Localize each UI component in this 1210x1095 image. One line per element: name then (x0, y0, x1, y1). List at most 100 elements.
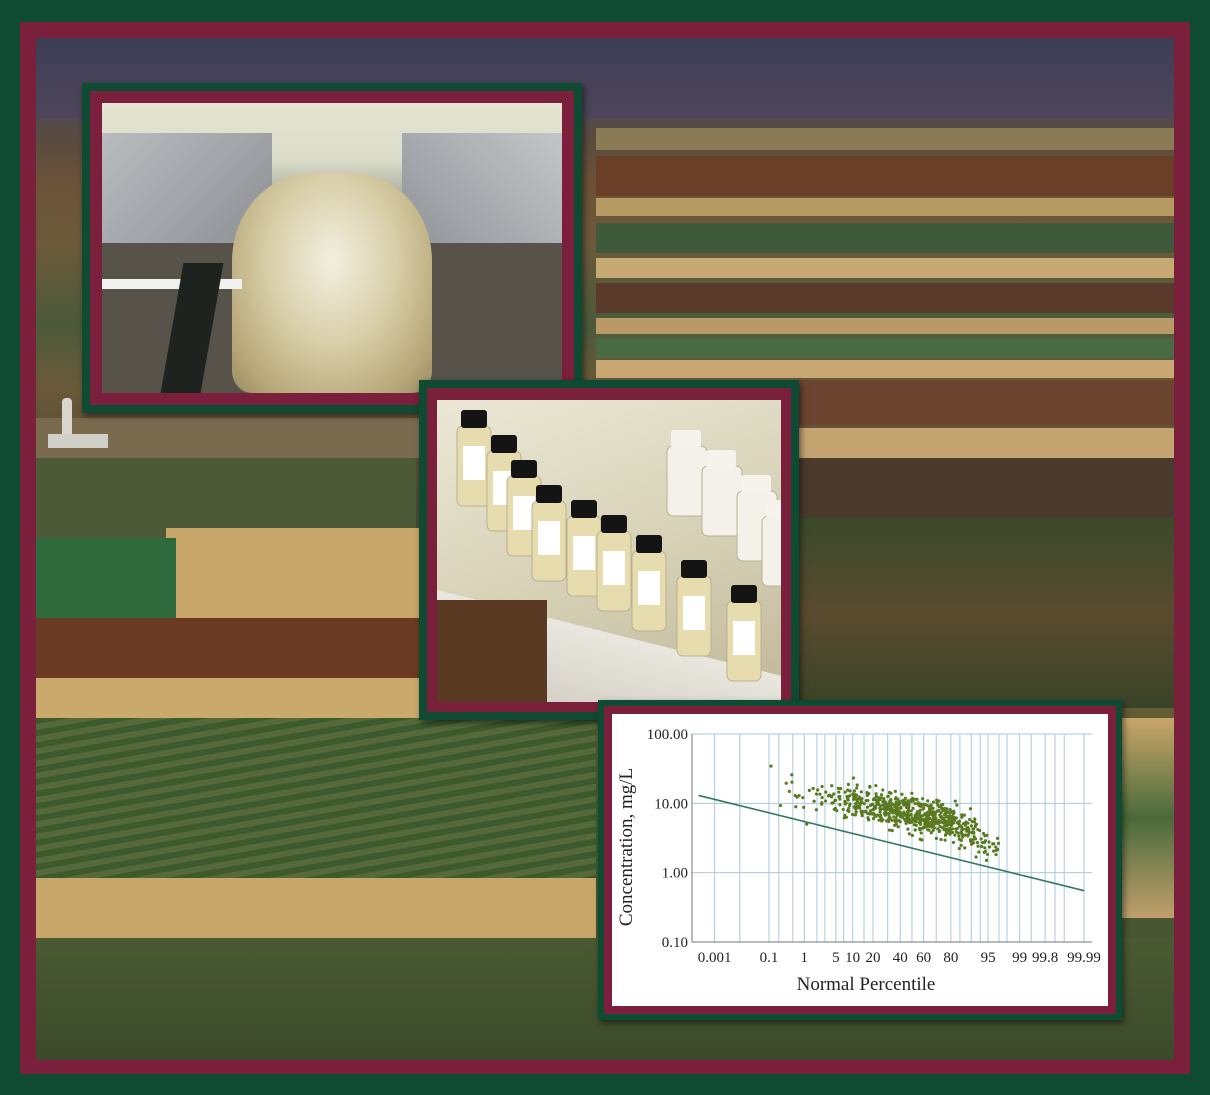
data-point (904, 805, 909, 809)
data-point (860, 797, 864, 801)
data-point (846, 788, 850, 792)
data-point (805, 822, 809, 826)
data-point (887, 815, 892, 820)
data-point (976, 844, 980, 848)
data-point (960, 828, 964, 832)
data-point (926, 799, 930, 803)
data-point (966, 821, 970, 825)
data-point (818, 792, 822, 796)
data-point (977, 850, 981, 854)
data-point (972, 820, 977, 824)
data-point (940, 817, 945, 821)
data-point (913, 801, 917, 806)
data-point (987, 840, 991, 844)
data-point (945, 821, 949, 825)
data-point (980, 844, 984, 849)
data-point (944, 813, 948, 817)
sample-bottles-photo (437, 400, 781, 702)
data-point (935, 798, 939, 802)
sample-bottle (726, 585, 762, 682)
data-point (885, 819, 889, 823)
data-point (953, 833, 957, 837)
bottle-rows (456, 410, 781, 682)
data-point (920, 814, 924, 818)
data-point (812, 799, 816, 803)
data-point (959, 843, 963, 847)
data-point (900, 799, 905, 803)
data-point (960, 815, 964, 819)
data-point (864, 809, 868, 813)
data-point (963, 846, 967, 850)
data-point (878, 804, 883, 808)
data-point (874, 794, 878, 798)
field-strip (596, 128, 1174, 150)
data-point (947, 814, 951, 818)
data-point (852, 789, 857, 793)
chart-frame: 0.001 0.1 1 5 10 20 40 60 80 95 99 99.8 99.99 0.10 1.… (598, 700, 1122, 1020)
data-point (769, 764, 773, 768)
data-point (920, 797, 925, 801)
data-point (954, 827, 958, 831)
data-point (843, 799, 847, 804)
data-point (927, 809, 932, 813)
data-point (855, 783, 859, 787)
data-point (951, 812, 955, 816)
y-tick-label: 10.00 (654, 796, 688, 812)
data-point (963, 833, 967, 837)
data-point (784, 781, 788, 785)
data-point (854, 802, 858, 806)
data-point (917, 817, 921, 821)
data-point (922, 826, 926, 830)
data-point (911, 806, 915, 810)
data-point (910, 791, 914, 795)
forest (36, 618, 426, 678)
data-point (978, 828, 982, 833)
data-point (882, 811, 886, 816)
data-point (896, 818, 901, 823)
data-point (888, 809, 892, 813)
data-point (936, 827, 940, 831)
data-point (838, 794, 842, 799)
x-tick-label: 99 (1012, 950, 1027, 966)
chart-points (769, 764, 1001, 862)
data-point (957, 846, 961, 851)
data-point (868, 812, 872, 816)
data-point (794, 805, 798, 809)
x-tick-label: 40 (893, 950, 908, 966)
data-point (986, 852, 990, 857)
data-point (894, 812, 898, 816)
data-point (936, 803, 940, 807)
data-point (860, 809, 864, 813)
pipe (102, 279, 242, 289)
data-point (886, 794, 890, 799)
data-point (973, 825, 977, 829)
data-point (807, 788, 811, 793)
data-point (859, 790, 863, 794)
data-point (968, 807, 973, 811)
data-point (901, 801, 905, 805)
data-point (912, 823, 916, 827)
data-point (904, 818, 908, 822)
data-point (848, 794, 852, 798)
data-point (972, 835, 976, 839)
data-point (852, 792, 856, 796)
x-tick-label: 5 (832, 950, 840, 966)
data-point (954, 816, 958, 820)
data-point (917, 812, 921, 816)
data-point (889, 797, 893, 802)
data-point (898, 815, 902, 819)
data-point (842, 816, 846, 820)
data-point (958, 824, 963, 828)
data-point (890, 818, 894, 822)
data-point (918, 821, 922, 825)
data-point (867, 792, 871, 796)
data-point (996, 841, 1001, 846)
data-point (868, 809, 873, 813)
data-point (811, 786, 815, 791)
data-point (943, 833, 948, 837)
data-point (893, 789, 897, 793)
x-tick-label: 99.8 (1032, 950, 1058, 966)
data-point (892, 815, 896, 819)
data-point (982, 850, 986, 855)
data-point (953, 799, 957, 803)
